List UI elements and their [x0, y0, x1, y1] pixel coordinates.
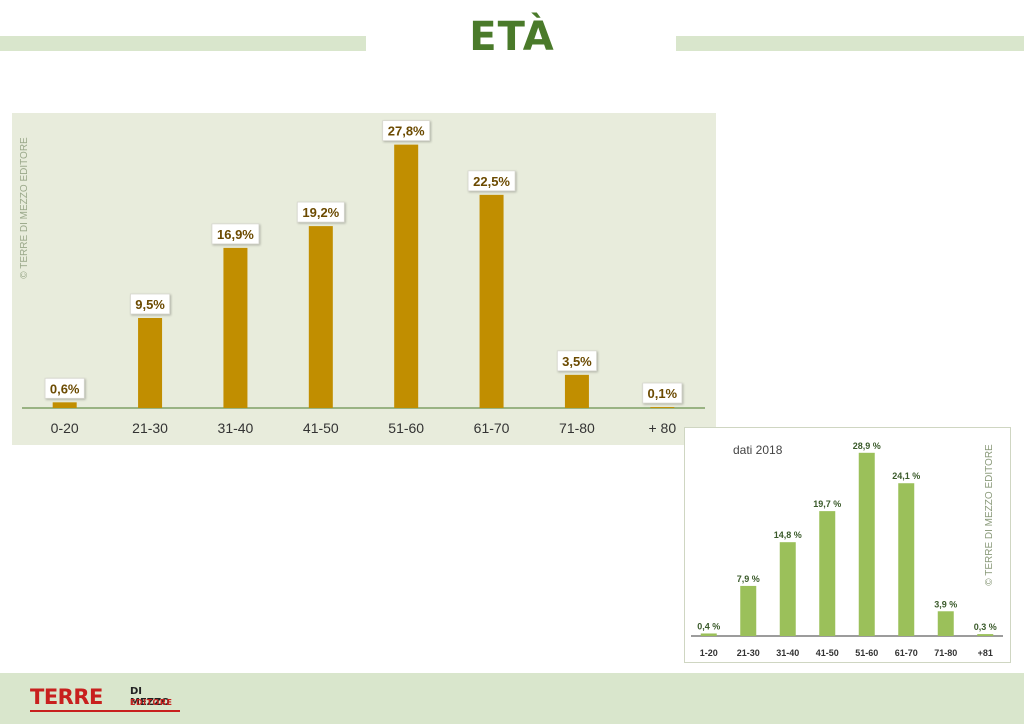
data-label: 0,3 %	[974, 622, 997, 632]
header-band-left	[0, 36, 366, 51]
data-label-box	[211, 223, 260, 245]
bar	[858, 452, 875, 636]
x-tick-label: 21-30	[737, 648, 760, 658]
data-label: 0,6%	[50, 381, 80, 396]
data-label: 14,8 %	[774, 530, 802, 540]
logo-main-text: TERRE	[30, 685, 103, 709]
data-label-box	[382, 120, 431, 142]
x-tick-label: 61-70	[474, 420, 510, 436]
bar	[819, 511, 836, 636]
watermark: © TERRE DI MEZZO EDITORE	[984, 444, 995, 586]
x-tick-label: +81	[978, 648, 993, 658]
data-label: 9,5%	[135, 297, 165, 312]
logo-rule	[30, 710, 180, 712]
logo-sub-text-2: EDITORE	[130, 698, 173, 707]
x-tick-label: 0-20	[51, 420, 79, 436]
bar	[479, 194, 504, 408]
bar	[898, 483, 915, 636]
x-tick-label: 41-50	[816, 648, 839, 658]
data-label: 19,7 %	[813, 499, 841, 509]
bar	[138, 318, 163, 408]
bar	[650, 407, 675, 408]
age-chart-2018-svg: dati 2018 0,4 % 1-20 7,9 % 21-30 14,8 % 31-40 1…	[691, 441, 1003, 658]
data-label-box	[642, 382, 683, 404]
data-label: 19,2%	[302, 205, 339, 220]
data-label-box	[130, 293, 171, 315]
data-label: 3,5%	[562, 354, 592, 369]
bar	[308, 226, 333, 408]
x-tick-label: 61-70	[895, 648, 918, 658]
data-label: 24,1 %	[892, 471, 920, 481]
bar	[52, 402, 77, 408]
bar	[564, 374, 589, 408]
data-label: 22,5%	[473, 174, 510, 189]
logo-sub-text: DI MEZZO	[130, 686, 170, 708]
data-label: 0,4 %	[697, 621, 720, 631]
bar	[977, 634, 994, 636]
watermark: © TERRE DI MEZZO EDITORE	[19, 137, 30, 279]
age-chart-2018: dati 2018 0,4 % 1-20 7,9 % 21-30 14,8 % 31-40 1…	[684, 427, 1011, 663]
data-label-box	[296, 201, 345, 223]
age-chart-current-svg: 0,6% 0-20 9,5% 21-30 16,9% 31-40 19,2% 41-50 27,…	[19, 120, 705, 436]
x-tick-label: 51-60	[388, 420, 424, 436]
x-tick-label: 71-80	[559, 420, 595, 436]
bar	[740, 585, 757, 636]
data-label: 0,1%	[647, 386, 677, 401]
age-chart-current: 0,6% 0-20 9,5% 21-30 16,9% 31-40 19,2% 41-50 27,…	[12, 113, 716, 445]
bar	[779, 542, 796, 636]
data-label-box	[44, 377, 85, 399]
bar	[937, 611, 954, 636]
data-label: 3,9 %	[934, 599, 957, 609]
data-label-box	[467, 170, 516, 192]
header-band-right	[676, 36, 1024, 51]
x-tick-label: 31-40	[218, 420, 254, 436]
x-tick-label: 71-80	[934, 648, 957, 658]
x-tick-label: 21-30	[132, 420, 168, 436]
data-label: 27,8%	[388, 124, 425, 139]
footer: TERRE DI MEZZO EDITORE	[0, 673, 1024, 724]
x-tick-label: 51-60	[855, 648, 878, 658]
bar	[394, 144, 419, 408]
x-tick-label: + 80	[648, 420, 676, 436]
data-label: 7,9 %	[737, 574, 760, 584]
page-title: ETÀ	[469, 14, 555, 60]
bar	[700, 633, 717, 636]
chart-caption: dati 2018	[733, 443, 783, 457]
bar	[223, 247, 248, 408]
x-tick-label: 1-20	[700, 648, 718, 658]
x-tick-label: 41-50	[303, 420, 339, 436]
data-label: 16,9%	[217, 227, 254, 242]
x-tick-label: 31-40	[776, 648, 799, 658]
data-label-box	[556, 350, 597, 372]
data-label: 28,9 %	[853, 441, 881, 451]
